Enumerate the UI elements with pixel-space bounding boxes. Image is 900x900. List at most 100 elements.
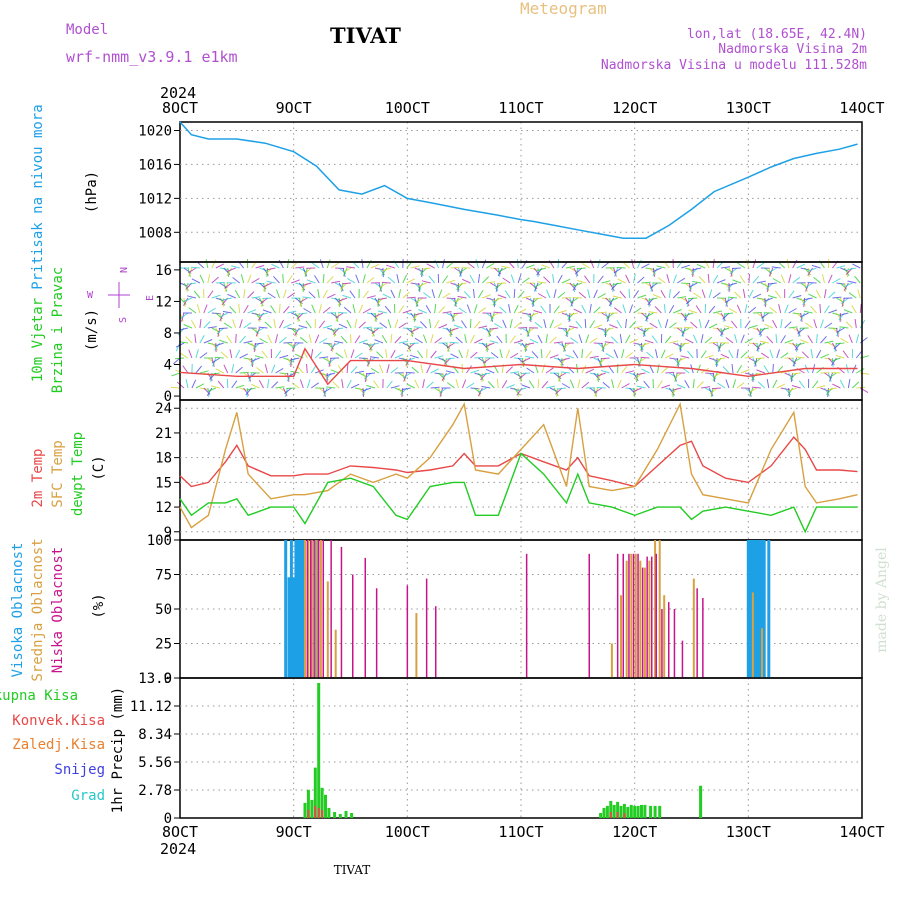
wind-barb xyxy=(661,366,669,374)
wind-barb xyxy=(740,369,750,374)
wind-barb xyxy=(672,274,677,284)
wind-barb xyxy=(481,276,490,284)
bottom-date-label: 14OCT xyxy=(839,823,884,841)
wind-barb xyxy=(565,312,572,321)
wind-barb xyxy=(617,379,622,389)
wind-barb xyxy=(263,282,272,288)
wind-barb xyxy=(279,354,289,359)
wind-barb xyxy=(597,293,606,299)
wind-barb xyxy=(398,322,407,329)
wind-barb xyxy=(573,308,583,314)
wind-barb xyxy=(195,365,202,374)
wind-barb xyxy=(676,357,682,367)
wind-barb xyxy=(816,385,826,389)
wind-barb xyxy=(299,379,304,389)
wind-barb xyxy=(633,387,642,393)
wind-barb xyxy=(251,383,260,389)
wind-barb xyxy=(572,350,579,359)
wind-barb xyxy=(294,327,304,332)
wind-barb xyxy=(207,387,216,392)
wind-barb xyxy=(716,312,726,318)
wind-barb xyxy=(748,387,758,394)
wind-barb xyxy=(642,327,650,335)
wind-barb xyxy=(786,259,790,269)
wind-barb xyxy=(371,327,380,334)
wind-barb xyxy=(299,297,308,303)
wind-barb xyxy=(461,278,471,284)
wind-barb xyxy=(832,296,842,299)
wind-barb xyxy=(553,323,563,329)
wind-barb xyxy=(486,262,495,269)
wind-barb xyxy=(800,312,803,322)
wind-barb xyxy=(604,341,614,344)
wind-barb xyxy=(807,335,813,344)
wind-barb xyxy=(589,355,599,359)
wind-barb xyxy=(387,319,392,329)
wind-barb xyxy=(374,339,384,344)
wind-barb xyxy=(199,370,209,374)
wind-barb xyxy=(756,327,763,336)
wind-barb xyxy=(660,349,666,359)
wind-barb xyxy=(759,340,769,344)
wind-barb xyxy=(207,326,217,329)
wind-barb xyxy=(549,354,559,359)
wind-barb xyxy=(724,312,734,315)
wind-barb xyxy=(438,306,446,314)
wind-barb xyxy=(240,274,245,284)
wind-barb xyxy=(199,334,205,344)
wind-barb xyxy=(813,276,821,284)
wind-barb xyxy=(788,387,790,398)
wind-barb xyxy=(426,364,431,374)
wind-barb xyxy=(832,278,841,284)
wind-barb xyxy=(700,334,704,344)
wind-barb xyxy=(232,277,240,284)
wind-barb xyxy=(390,289,396,299)
wind-barb xyxy=(748,372,755,381)
low-cloud-bar xyxy=(313,540,315,678)
wind-barb xyxy=(621,365,628,374)
wind-barb xyxy=(552,274,555,284)
wind-barb xyxy=(442,259,445,269)
rain-conv-bar xyxy=(307,809,310,818)
wind-barb xyxy=(578,334,583,344)
wind-barb xyxy=(708,289,713,299)
rain-total-bar xyxy=(653,805,657,818)
wind-barb xyxy=(381,335,388,344)
wind-barb xyxy=(370,342,380,346)
wind-barb xyxy=(406,296,416,299)
wind-barb xyxy=(573,267,579,277)
wind-barb xyxy=(641,297,651,302)
wind-speed-line xyxy=(179,347,858,386)
wind-barb xyxy=(521,384,531,389)
wind-barb xyxy=(294,327,297,338)
wind-barb xyxy=(235,349,241,359)
wind-barb xyxy=(384,305,392,314)
low-cloud-bar xyxy=(655,553,657,678)
wind-barb xyxy=(341,379,344,389)
wind-barb xyxy=(549,387,559,393)
wind-barb xyxy=(373,380,380,389)
wind-barb xyxy=(581,348,584,359)
wind-barb xyxy=(602,381,610,389)
wind-barb xyxy=(847,267,857,271)
wind-barb xyxy=(343,306,352,314)
wind-barb xyxy=(534,282,539,292)
wind-barb xyxy=(848,292,857,299)
wind-barb xyxy=(442,275,449,284)
station-title: TIVAT xyxy=(330,23,401,48)
wind-barb xyxy=(625,274,631,284)
compass-e: E xyxy=(145,295,156,301)
wind-barb xyxy=(828,274,833,284)
wind-barb xyxy=(229,306,237,314)
wind-barb xyxy=(712,372,716,382)
wind-barb xyxy=(381,281,391,284)
wind-barb xyxy=(473,288,475,299)
wind-barb xyxy=(366,342,373,351)
mid-cloud-bar xyxy=(319,540,322,678)
wind-barb xyxy=(704,336,713,344)
wind-barb xyxy=(661,384,671,389)
wind-barb xyxy=(621,349,625,359)
wind-barb xyxy=(303,267,312,275)
wind-barb xyxy=(688,282,694,292)
wind-barb xyxy=(693,292,702,299)
